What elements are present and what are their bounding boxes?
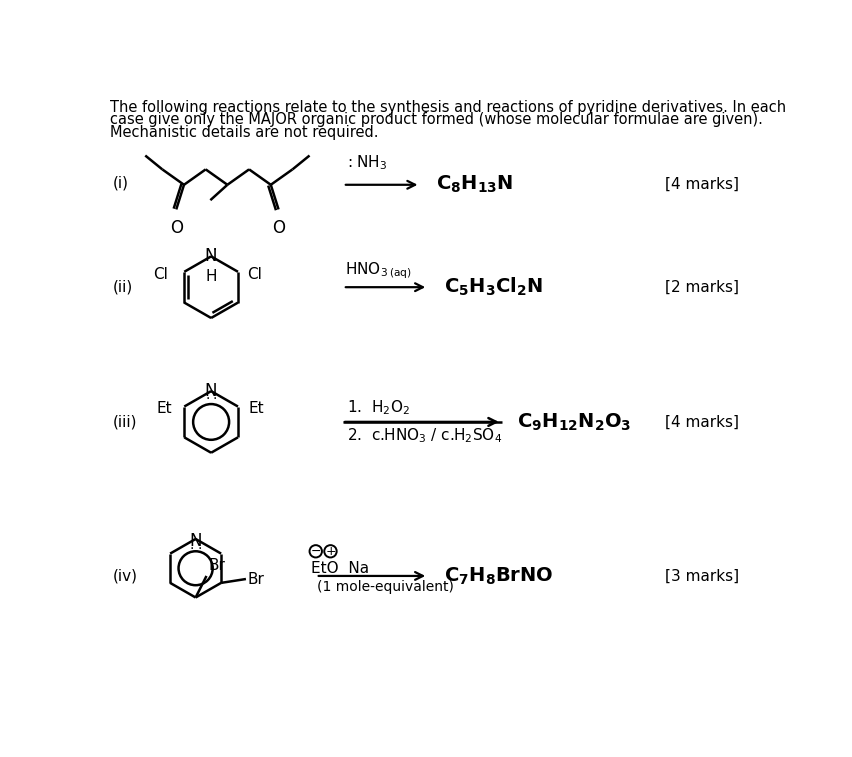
Text: HNO$_3$$_{\,\mathrm{(aq)}}$: HNO$_3$$_{\,\mathrm{(aq)}}$: [345, 260, 412, 281]
Text: (1 mole-equivalent): (1 mole-equivalent): [317, 580, 454, 593]
Text: $\mathbf{C_9H_{12}N_2O_3}$: $\mathbf{C_9H_{12}N_2O_3}$: [517, 411, 631, 432]
Text: ·: ·: [205, 243, 210, 257]
Text: O: O: [170, 219, 182, 237]
Text: [4 marks]: [4 marks]: [665, 177, 739, 192]
Text: Cl: Cl: [248, 266, 262, 282]
Text: (iv): (iv): [112, 569, 138, 584]
Text: [2 marks]: [2 marks]: [665, 279, 739, 294]
Text: EtO  Na: EtO Na: [311, 560, 369, 575]
Text: O: O: [272, 219, 285, 237]
Text: ·: ·: [213, 243, 217, 257]
Text: N: N: [204, 248, 217, 266]
Text: $\mathbf{C_7H_8BrNO}$: $\mathbf{C_7H_8BrNO}$: [444, 565, 553, 587]
Text: ·: ·: [205, 392, 210, 406]
Text: ·: ·: [198, 542, 202, 556]
Text: [4 marks]: [4 marks]: [665, 414, 739, 429]
Text: Cl: Cl: [153, 266, 169, 282]
Text: +: +: [325, 545, 336, 558]
Text: (iii): (iii): [112, 414, 137, 429]
Text: Br: Br: [208, 558, 225, 573]
Text: $\mathbf{C_5H_3Cl_2N}$: $\mathbf{C_5H_3Cl_2N}$: [444, 276, 543, 298]
Text: 2.  c.HNO$_3$ / c.H$_2$SO$_4$: 2. c.HNO$_3$ / c.H$_2$SO$_4$: [347, 426, 502, 445]
Text: N: N: [189, 531, 202, 550]
Text: (ii): (ii): [112, 279, 133, 294]
Text: H: H: [205, 269, 217, 284]
Text: $\mathbf{C_8H_{13}N}$: $\mathbf{C_8H_{13}N}$: [436, 174, 513, 195]
Text: ·: ·: [189, 542, 194, 556]
Text: −: −: [310, 545, 321, 558]
Text: case give only the MAJOR organic product formed (whose molecular formulae are gi: case give only the MAJOR organic product…: [111, 112, 763, 127]
Text: Et: Et: [249, 400, 264, 416]
Text: The following reactions relate to the synthesis and reactions of pyridine deriva: The following reactions relate to the sy…: [111, 100, 786, 115]
Text: (i): (i): [112, 176, 129, 191]
Text: Et: Et: [156, 400, 172, 416]
Text: : NH$_3$: : NH$_3$: [347, 154, 387, 173]
Text: Mechanistic details are not required.: Mechanistic details are not required.: [111, 125, 379, 140]
Text: N: N: [204, 382, 217, 400]
Text: Br: Br: [247, 572, 264, 587]
Text: [3 marks]: [3 marks]: [665, 569, 739, 584]
Text: ·: ·: [213, 392, 217, 406]
Text: 1.  H$_2$O$_2$: 1. H$_2$O$_2$: [347, 399, 410, 417]
